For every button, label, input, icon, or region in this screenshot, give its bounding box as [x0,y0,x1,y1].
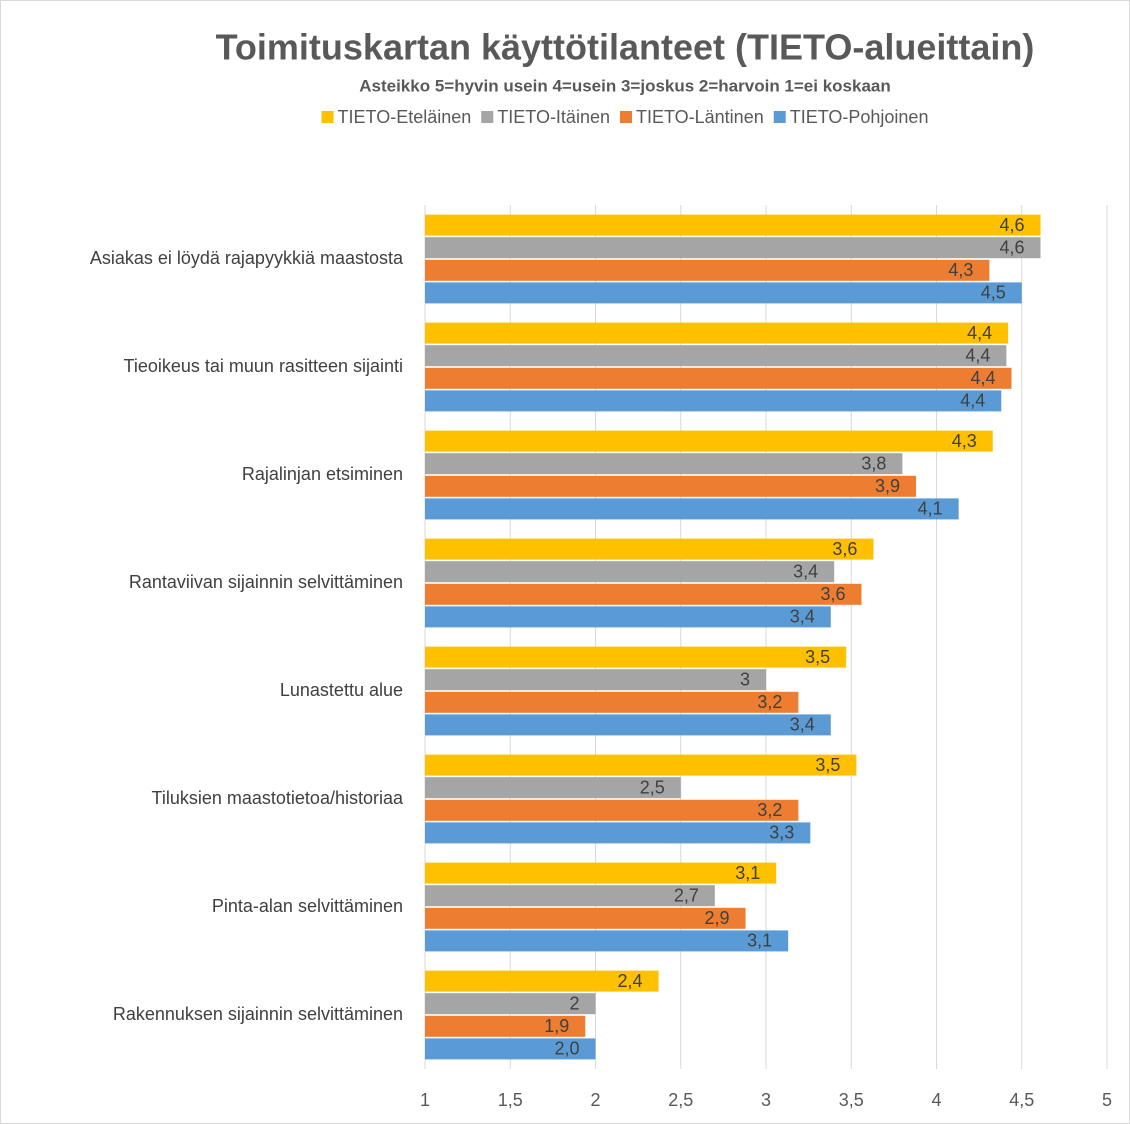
data-label: 2 [569,993,579,1013]
data-label: 3,2 [757,800,782,820]
data-label: 4,4 [965,345,990,365]
y-tick-label: Asiakas ei löydä rajapyykkiä maastosta [90,248,404,268]
bar [425,606,831,628]
y-tick-label: Pinta-alan selvittäminen [212,896,403,916]
chart-title: Toimituskartan käyttötilanteet (TIETO-al… [216,27,1035,68]
data-label: 4,4 [960,391,985,411]
legend-label: TIETO-Pohjoinen [790,107,929,127]
x-tick-label: 4 [931,1090,941,1110]
data-label: 3,6 [832,539,857,559]
data-label: 2,9 [705,908,730,928]
data-label: 4,4 [970,368,995,388]
bar [425,754,857,776]
y-tick-label: Tieoikeus tai muun rasitteen sijainti [124,356,403,376]
bar [425,214,1041,236]
data-label: 3,9 [875,476,900,496]
chart-subtitle: Asteikko 5=hyvin usein 4=usein 3=joskus … [359,76,891,95]
y-tick-label: Rantaviivan sijainnin selvittäminen [129,572,403,592]
bar [425,862,777,884]
x-tick-label: 3,5 [839,1090,864,1110]
bar [425,1038,596,1060]
bar [425,453,903,475]
y-tick-label: Lunastettu alue [280,680,403,700]
bar [425,799,799,821]
data-label: 3,5 [815,755,840,775]
x-tick-label: 4,5 [1009,1090,1034,1110]
y-tick-label: Rajalinjan etsiminen [242,464,403,484]
bar [425,930,789,952]
bar [425,345,1007,367]
bar [425,237,1041,259]
legend-swatch [773,111,786,123]
y-tick-label: Tiluksien maastotietoa/historiaa [152,788,404,808]
data-label: 3,4 [793,561,818,581]
x-tick-label: 3 [761,1090,771,1110]
x-tick-label: 1 [420,1090,430,1110]
bar [425,475,917,497]
data-label: 2,7 [674,885,699,905]
x-tick-label: 5 [1102,1090,1112,1110]
data-label: 2,5 [640,777,665,797]
bar [425,777,681,799]
data-label: 3,3 [769,823,794,843]
x-tick-label: 2,5 [668,1090,693,1110]
data-label: 4,5 [981,283,1006,303]
legend-label: TIETO-Itäinen [497,107,610,127]
bar [425,367,1012,389]
legend-swatch [619,111,632,123]
legend-swatch [481,111,494,123]
data-label: 3,1 [735,863,760,883]
data-label: 4,4 [967,323,992,343]
data-label: 2,0 [554,1039,579,1059]
x-tick-label: 2 [590,1090,600,1110]
bar [425,538,874,560]
y-tick-label: Rakennuksen sijainnin selvittäminen [113,1004,403,1024]
data-label: 3,2 [757,692,782,712]
legend-label: TIETO-Läntinen [636,107,764,127]
bar [425,561,835,583]
legend-label: TIETO-Eteläinen [338,107,472,127]
bar [425,322,1009,344]
bar [425,970,659,992]
bar [425,714,831,736]
data-label: 3,4 [790,715,815,735]
data-label: 4,3 [952,431,977,451]
data-label: 4,3 [948,260,973,280]
legend-swatch [321,111,334,123]
bar [425,646,847,668]
data-label: 3 [740,669,750,689]
bar [425,993,596,1015]
bar [425,885,715,907]
bar [425,390,1002,412]
data-label: 3,8 [861,453,886,473]
bar [425,498,959,520]
bar [425,691,799,713]
bar [425,430,993,452]
data-label: 4,6 [999,215,1024,235]
data-label: 2,4 [618,971,643,991]
bar [425,907,746,929]
data-label: 3,5 [805,647,830,667]
bar [425,1015,586,1037]
bar [425,259,990,281]
data-label: 3,4 [790,607,815,627]
bar [425,822,811,844]
x-tick-label: 1,5 [498,1090,523,1110]
data-label: 4,1 [918,499,943,519]
data-label: 3,1 [747,931,772,951]
bar [425,583,862,605]
data-label: 1,9 [544,1016,569,1036]
data-label: 3,6 [820,584,845,604]
bar [425,669,766,691]
bar [425,282,1022,304]
data-label: 4,6 [999,237,1024,257]
